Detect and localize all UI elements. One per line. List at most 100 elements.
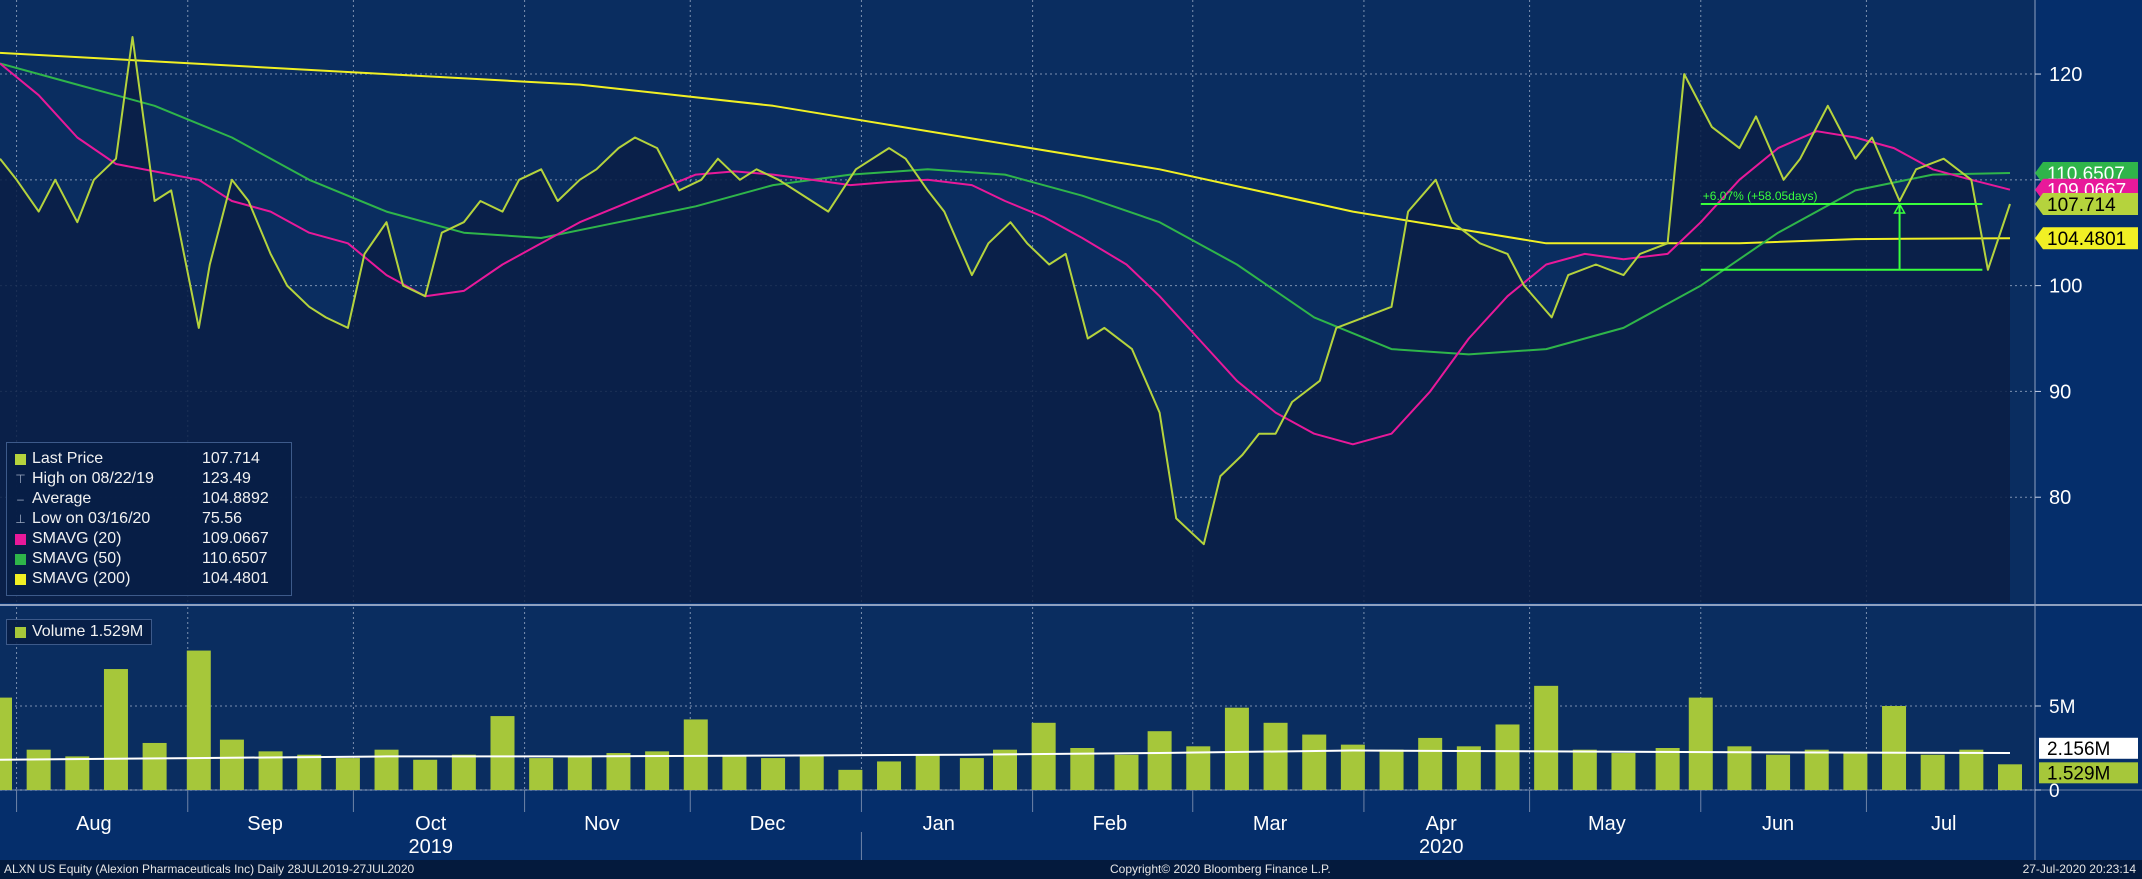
legend-row: Last Price 107.714 xyxy=(15,449,283,469)
price-tag: 107.714 xyxy=(2035,193,2138,216)
legend-swatch xyxy=(15,553,26,565)
volume-bar xyxy=(761,758,786,790)
volume-bar xyxy=(335,758,360,790)
volume-bar xyxy=(1688,697,1713,790)
price-tag: 104.4801 xyxy=(2035,227,2138,250)
footer-security: ALXN US Equity (Alexion Pharmaceuticals … xyxy=(4,862,415,876)
price-tag-bg xyxy=(2035,227,2138,250)
legend-row: ⊤ High on 08/22/19 123.49 xyxy=(15,469,283,489)
volume-bar xyxy=(959,758,984,790)
volume-bar xyxy=(186,650,211,790)
volume-bar xyxy=(1534,685,1559,790)
volume-legend-swatch xyxy=(15,626,26,638)
price-axis-label: 80 xyxy=(2049,487,2071,509)
series-line-last-price xyxy=(0,36,2011,546)
legend-label: Average xyxy=(32,490,92,507)
volume-bar xyxy=(0,697,12,790)
volume-bar xyxy=(65,756,90,790)
footer-copyright: Copyright© 2020 Bloomberg Finance L.P. xyxy=(1110,862,1331,876)
legend-value: 109.0667 xyxy=(202,530,269,547)
series-line-smavg-20 xyxy=(0,62,2011,446)
month-label: Mar xyxy=(1253,813,1288,835)
chart-footer: ALXN US Equity (Alexion Pharmaceuticals … xyxy=(0,860,2142,879)
volume-bar xyxy=(103,669,128,790)
year-label: 2019 xyxy=(408,836,453,858)
volume-legend: Volume 1.529M xyxy=(6,619,153,645)
legend-glyph: ⊥ xyxy=(15,512,26,526)
volume-bar xyxy=(529,758,554,790)
legend-swatch xyxy=(15,573,26,585)
volume-bar xyxy=(413,759,438,790)
month-label: Oct xyxy=(415,813,447,835)
legend-label: Last Price xyxy=(32,450,104,467)
volume-bar xyxy=(1843,753,1868,790)
volume-bar xyxy=(722,756,747,790)
price-legend: Last Price 107.714 ⊤ High on 08/22/19 123.49… xyxy=(6,442,292,596)
volume-bar xyxy=(1727,746,1752,790)
volume-bar xyxy=(1114,754,1139,790)
legend-value: 104.8892 xyxy=(202,490,269,507)
legend-label: SMAVG (20) xyxy=(32,530,122,547)
legend-row: SMAVG (50) 110.6507 xyxy=(15,549,283,569)
volume-bar xyxy=(1920,754,1945,790)
volume-bar xyxy=(1572,749,1597,790)
volume-bar xyxy=(490,716,515,790)
month-label: Jul xyxy=(1931,813,1957,835)
price-axis-label: 120 xyxy=(2049,64,2082,86)
volume-bar xyxy=(1495,724,1520,790)
month-label: Aug xyxy=(76,813,112,835)
month-label: Jan xyxy=(923,813,955,835)
volume-bar xyxy=(1456,746,1481,790)
volume-bar xyxy=(645,751,670,790)
month-label: Apr xyxy=(1426,813,1457,835)
volume-bar xyxy=(1766,754,1791,790)
legend-row: SMAVG (20) 109.0667 xyxy=(15,529,283,549)
legend-swatch xyxy=(15,453,26,465)
volume-bar xyxy=(838,769,863,790)
volume-bar xyxy=(1655,748,1680,790)
legend-glyph: – xyxy=(17,492,24,506)
volume-average-tag-bg xyxy=(2039,737,2138,759)
month-label: Jun xyxy=(1762,813,1794,835)
volume-bar xyxy=(1340,744,1365,790)
volume-last-tag-bg xyxy=(2039,762,2138,784)
volume-bar xyxy=(606,753,631,790)
legend-value: 110.6507 xyxy=(202,550,268,567)
legend-label: High on 08/22/19 xyxy=(32,470,154,487)
volume-bar xyxy=(142,742,167,790)
volume-bar xyxy=(993,749,1017,790)
legend-label: SMAVG (200) xyxy=(32,570,131,587)
legend-value: 104.4801 xyxy=(202,570,269,587)
series-line-smavg-200 xyxy=(0,51,2011,245)
volume-axis-label: 5M xyxy=(2049,697,2075,718)
legend-glyph: ⊤ xyxy=(15,472,26,486)
annotation-label: +6.07% (+58.05days) xyxy=(1703,189,1818,203)
price-axis-label: 90 xyxy=(2049,381,2071,403)
volume-bar xyxy=(683,719,708,790)
price-tag-value: 104.4801 xyxy=(2047,229,2126,250)
legend-swatch xyxy=(15,533,26,545)
volume-bar xyxy=(219,739,244,790)
volume-average-tag-value: 2.156M xyxy=(2047,739,2110,760)
volume-bar xyxy=(1070,748,1095,790)
month-label: Feb xyxy=(1093,813,1127,835)
volume-last-tag-value: 1.529M xyxy=(2047,763,2110,784)
footer-timestamp: 27-Jul-2020 20:23:14 xyxy=(2022,862,2136,876)
last-price-area xyxy=(0,37,2010,603)
price-tag-value: 107.714 xyxy=(2047,195,2116,216)
volume-bar xyxy=(1031,722,1056,790)
volume-bar xyxy=(567,756,592,790)
volume-legend-label: Volume 1.529M xyxy=(32,623,144,640)
volume-bar xyxy=(915,754,940,790)
volume-bar xyxy=(1998,764,2022,790)
volume-bar xyxy=(1882,706,1907,790)
year-label: 2020 xyxy=(1419,836,1464,858)
chart-canvas: +6.07% (+58.05days)8090100110120110.6507… xyxy=(0,0,2142,860)
price-tag-bg xyxy=(2035,161,2138,184)
legend-value: 123.49 xyxy=(202,470,251,487)
volume-bar xyxy=(877,761,902,790)
month-label: Dec xyxy=(750,813,786,835)
month-label: Nov xyxy=(584,813,620,835)
legend-label: SMAVG (50) xyxy=(32,550,122,567)
